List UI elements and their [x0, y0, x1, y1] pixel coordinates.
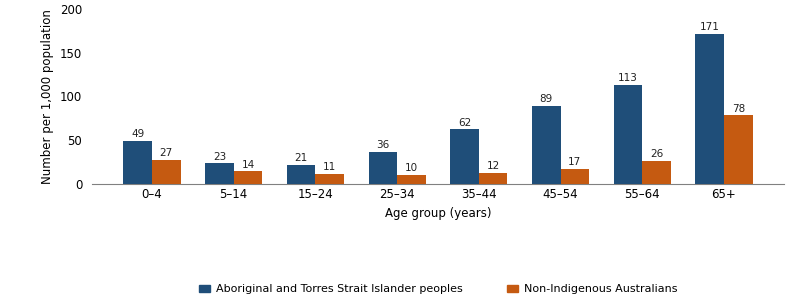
Text: 14: 14: [242, 160, 254, 170]
Text: 171: 171: [700, 22, 719, 33]
Bar: [152, 160, 181, 184]
Text: 36: 36: [376, 140, 390, 150]
Bar: [397, 175, 426, 184]
Bar: [561, 169, 589, 184]
Bar: [642, 161, 671, 184]
Text: 62: 62: [458, 118, 471, 128]
Text: 17: 17: [568, 157, 582, 167]
Text: 78: 78: [732, 104, 745, 114]
Bar: [205, 163, 234, 184]
Text: 26: 26: [650, 149, 663, 159]
Bar: [287, 165, 315, 184]
Text: 21: 21: [294, 153, 308, 163]
Text: 49: 49: [131, 129, 144, 139]
Legend: Aboriginal and Torres Strait Islander peoples, Non-Indigenous Australians: Aboriginal and Torres Strait Islander pe…: [194, 280, 682, 296]
Text: 11: 11: [323, 162, 336, 172]
Bar: [369, 152, 397, 184]
Text: 89: 89: [540, 94, 553, 104]
Bar: [614, 85, 642, 184]
X-axis label: Age group (years): Age group (years): [385, 207, 491, 220]
Text: 10: 10: [405, 163, 418, 173]
Text: 113: 113: [618, 73, 638, 83]
Text: 12: 12: [486, 161, 500, 171]
Bar: [695, 34, 724, 184]
Bar: [315, 174, 344, 184]
Y-axis label: Number per 1,000 population: Number per 1,000 population: [42, 9, 54, 184]
Bar: [123, 141, 152, 184]
Bar: [234, 171, 262, 184]
Text: 23: 23: [213, 152, 226, 162]
Bar: [532, 106, 561, 184]
Bar: [724, 115, 753, 184]
Bar: [479, 173, 507, 184]
Text: 27: 27: [160, 148, 173, 158]
Bar: [450, 129, 479, 184]
